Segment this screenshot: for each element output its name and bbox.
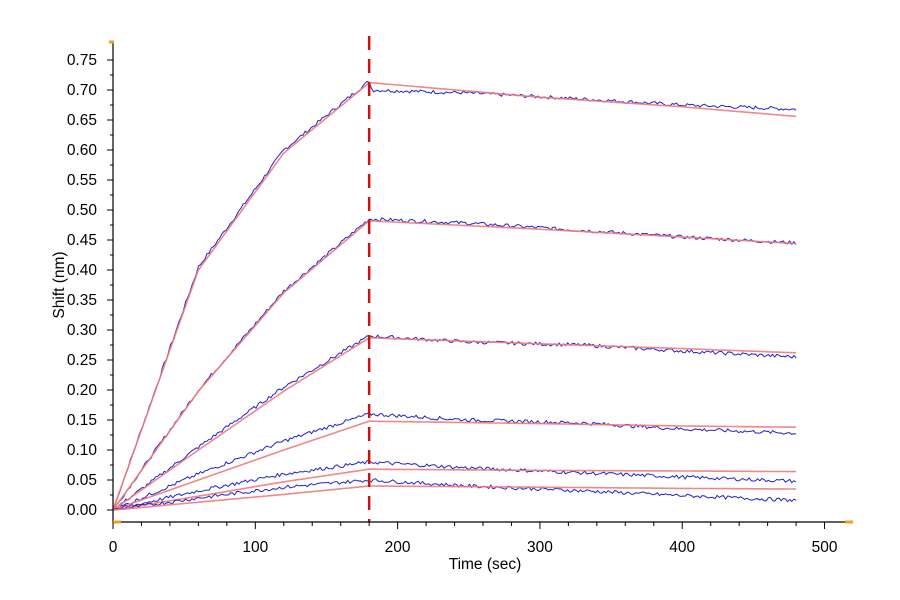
x-tick-label: 300 bbox=[527, 539, 553, 556]
measured-curve-3 bbox=[112, 334, 797, 511]
y-tick-label: 0.45 bbox=[67, 232, 97, 249]
y-tick-label: 0.75 bbox=[67, 52, 97, 69]
y-tick-label: 0.35 bbox=[67, 292, 97, 309]
measured-curve-1 bbox=[112, 80, 797, 511]
y-tick-label: 0.20 bbox=[67, 382, 98, 399]
y-tick-label: 0.25 bbox=[67, 352, 97, 369]
axes: 0.00 0.05 0.10 0.15 0.20 0.25 0.30 0.35 0.40 0.45… bbox=[67, 40, 853, 556]
fit-curve-5 bbox=[112, 468, 797, 511]
measured-curve-4 bbox=[112, 411, 797, 511]
y-tick-label: 0.30 bbox=[67, 322, 98, 339]
measured-curve-2 bbox=[112, 217, 797, 511]
y-tick-label: 0.10 bbox=[67, 442, 98, 459]
x-tick-label: 100 bbox=[242, 539, 268, 556]
y-tick-label: 0.60 bbox=[67, 142, 98, 159]
x-tick-label: 400 bbox=[669, 539, 695, 556]
fit-curve-4 bbox=[112, 420, 797, 511]
fit-curve-1 bbox=[112, 82, 797, 511]
x-axis-label: Time (sec) bbox=[449, 556, 522, 573]
fit-curve-6 bbox=[112, 485, 797, 511]
x-tick-label: 500 bbox=[812, 539, 838, 556]
y-tick-label: 0.55 bbox=[67, 172, 97, 189]
y-tick-label: 0.00 bbox=[67, 502, 98, 519]
y-tick-label: 0.70 bbox=[67, 82, 98, 99]
y-tick-label: 0.40 bbox=[67, 262, 98, 279]
y-tick-label: 0.15 bbox=[67, 412, 97, 429]
fit-curve-2 bbox=[112, 219, 797, 511]
measured-curve-6 bbox=[112, 478, 797, 511]
y-tick-label: 0.50 bbox=[67, 202, 98, 219]
measured-curve-5 bbox=[112, 459, 797, 511]
plot-area bbox=[112, 36, 797, 522]
fit-curve-3 bbox=[112, 336, 797, 511]
x-tick-label: 200 bbox=[385, 539, 411, 556]
y-axis-label: Shift (nm) bbox=[51, 251, 68, 318]
y-tick-label: 0.65 bbox=[67, 112, 97, 129]
x-tick-label: 0 bbox=[109, 539, 118, 556]
y-tick-label: 0.05 bbox=[67, 472, 97, 489]
